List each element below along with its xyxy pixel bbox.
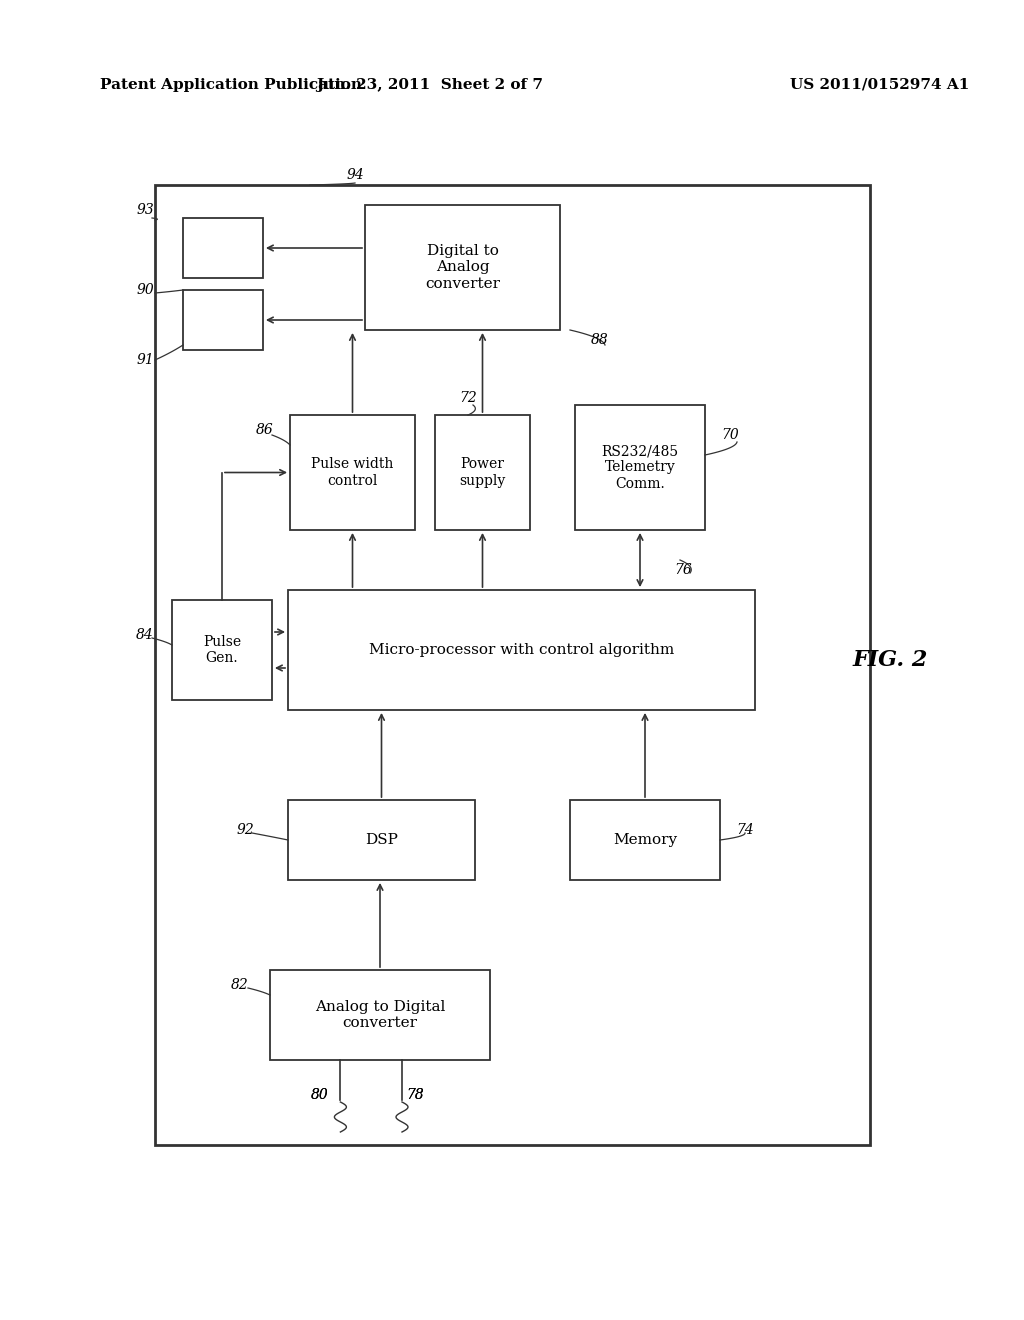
Text: Micro-processor with control algorithm: Micro-processor with control algorithm	[369, 643, 674, 657]
Text: 91: 91	[136, 352, 154, 367]
Text: 90: 90	[136, 282, 154, 297]
Bar	[270, 970, 490, 1060]
Text: Pulse width
control: Pulse width control	[311, 458, 393, 487]
Bar	[183, 290, 263, 350]
Text: 72: 72	[459, 391, 477, 405]
Text: 80: 80	[311, 1088, 329, 1102]
Text: Memory: Memory	[613, 833, 677, 847]
Text: 78: 78	[407, 1088, 424, 1102]
Bar	[365, 205, 560, 330]
Text: 86: 86	[256, 422, 273, 437]
Text: 76: 76	[674, 564, 692, 577]
Text: 78: 78	[407, 1088, 424, 1102]
Text: 88: 88	[591, 333, 609, 347]
Text: 80: 80	[311, 1088, 329, 1102]
Bar	[183, 218, 263, 279]
Bar	[155, 185, 870, 1144]
Text: RS232/485
Telemetry
Comm.: RS232/485 Telemetry Comm.	[601, 445, 679, 491]
Bar	[435, 414, 530, 531]
Text: 92: 92	[237, 822, 254, 837]
Bar	[575, 405, 705, 531]
Text: Pulse
Gen.: Pulse Gen.	[203, 635, 241, 665]
Text: Digital to
Analog
converter: Digital to Analog converter	[425, 244, 500, 290]
Text: 82: 82	[231, 978, 249, 993]
Text: Analog to Digital
converter: Analog to Digital converter	[314, 1001, 445, 1030]
Bar	[172, 601, 272, 700]
Text: Power
supply: Power supply	[460, 458, 506, 487]
Bar	[288, 590, 755, 710]
Bar	[288, 800, 475, 880]
Text: DSP: DSP	[366, 833, 398, 847]
Text: US 2011/0152974 A1: US 2011/0152974 A1	[791, 78, 970, 92]
Text: 94: 94	[346, 168, 364, 182]
Text: 93: 93	[136, 203, 154, 216]
Text: 74: 74	[736, 822, 754, 837]
Text: Jun. 23, 2011  Sheet 2 of 7: Jun. 23, 2011 Sheet 2 of 7	[316, 78, 544, 92]
Bar	[290, 414, 415, 531]
Text: Patent Application Publication: Patent Application Publication	[100, 78, 362, 92]
Text: FIG. 2: FIG. 2	[852, 649, 928, 671]
Text: 70: 70	[721, 428, 739, 442]
Bar	[570, 800, 720, 880]
Text: 84: 84	[136, 628, 154, 642]
